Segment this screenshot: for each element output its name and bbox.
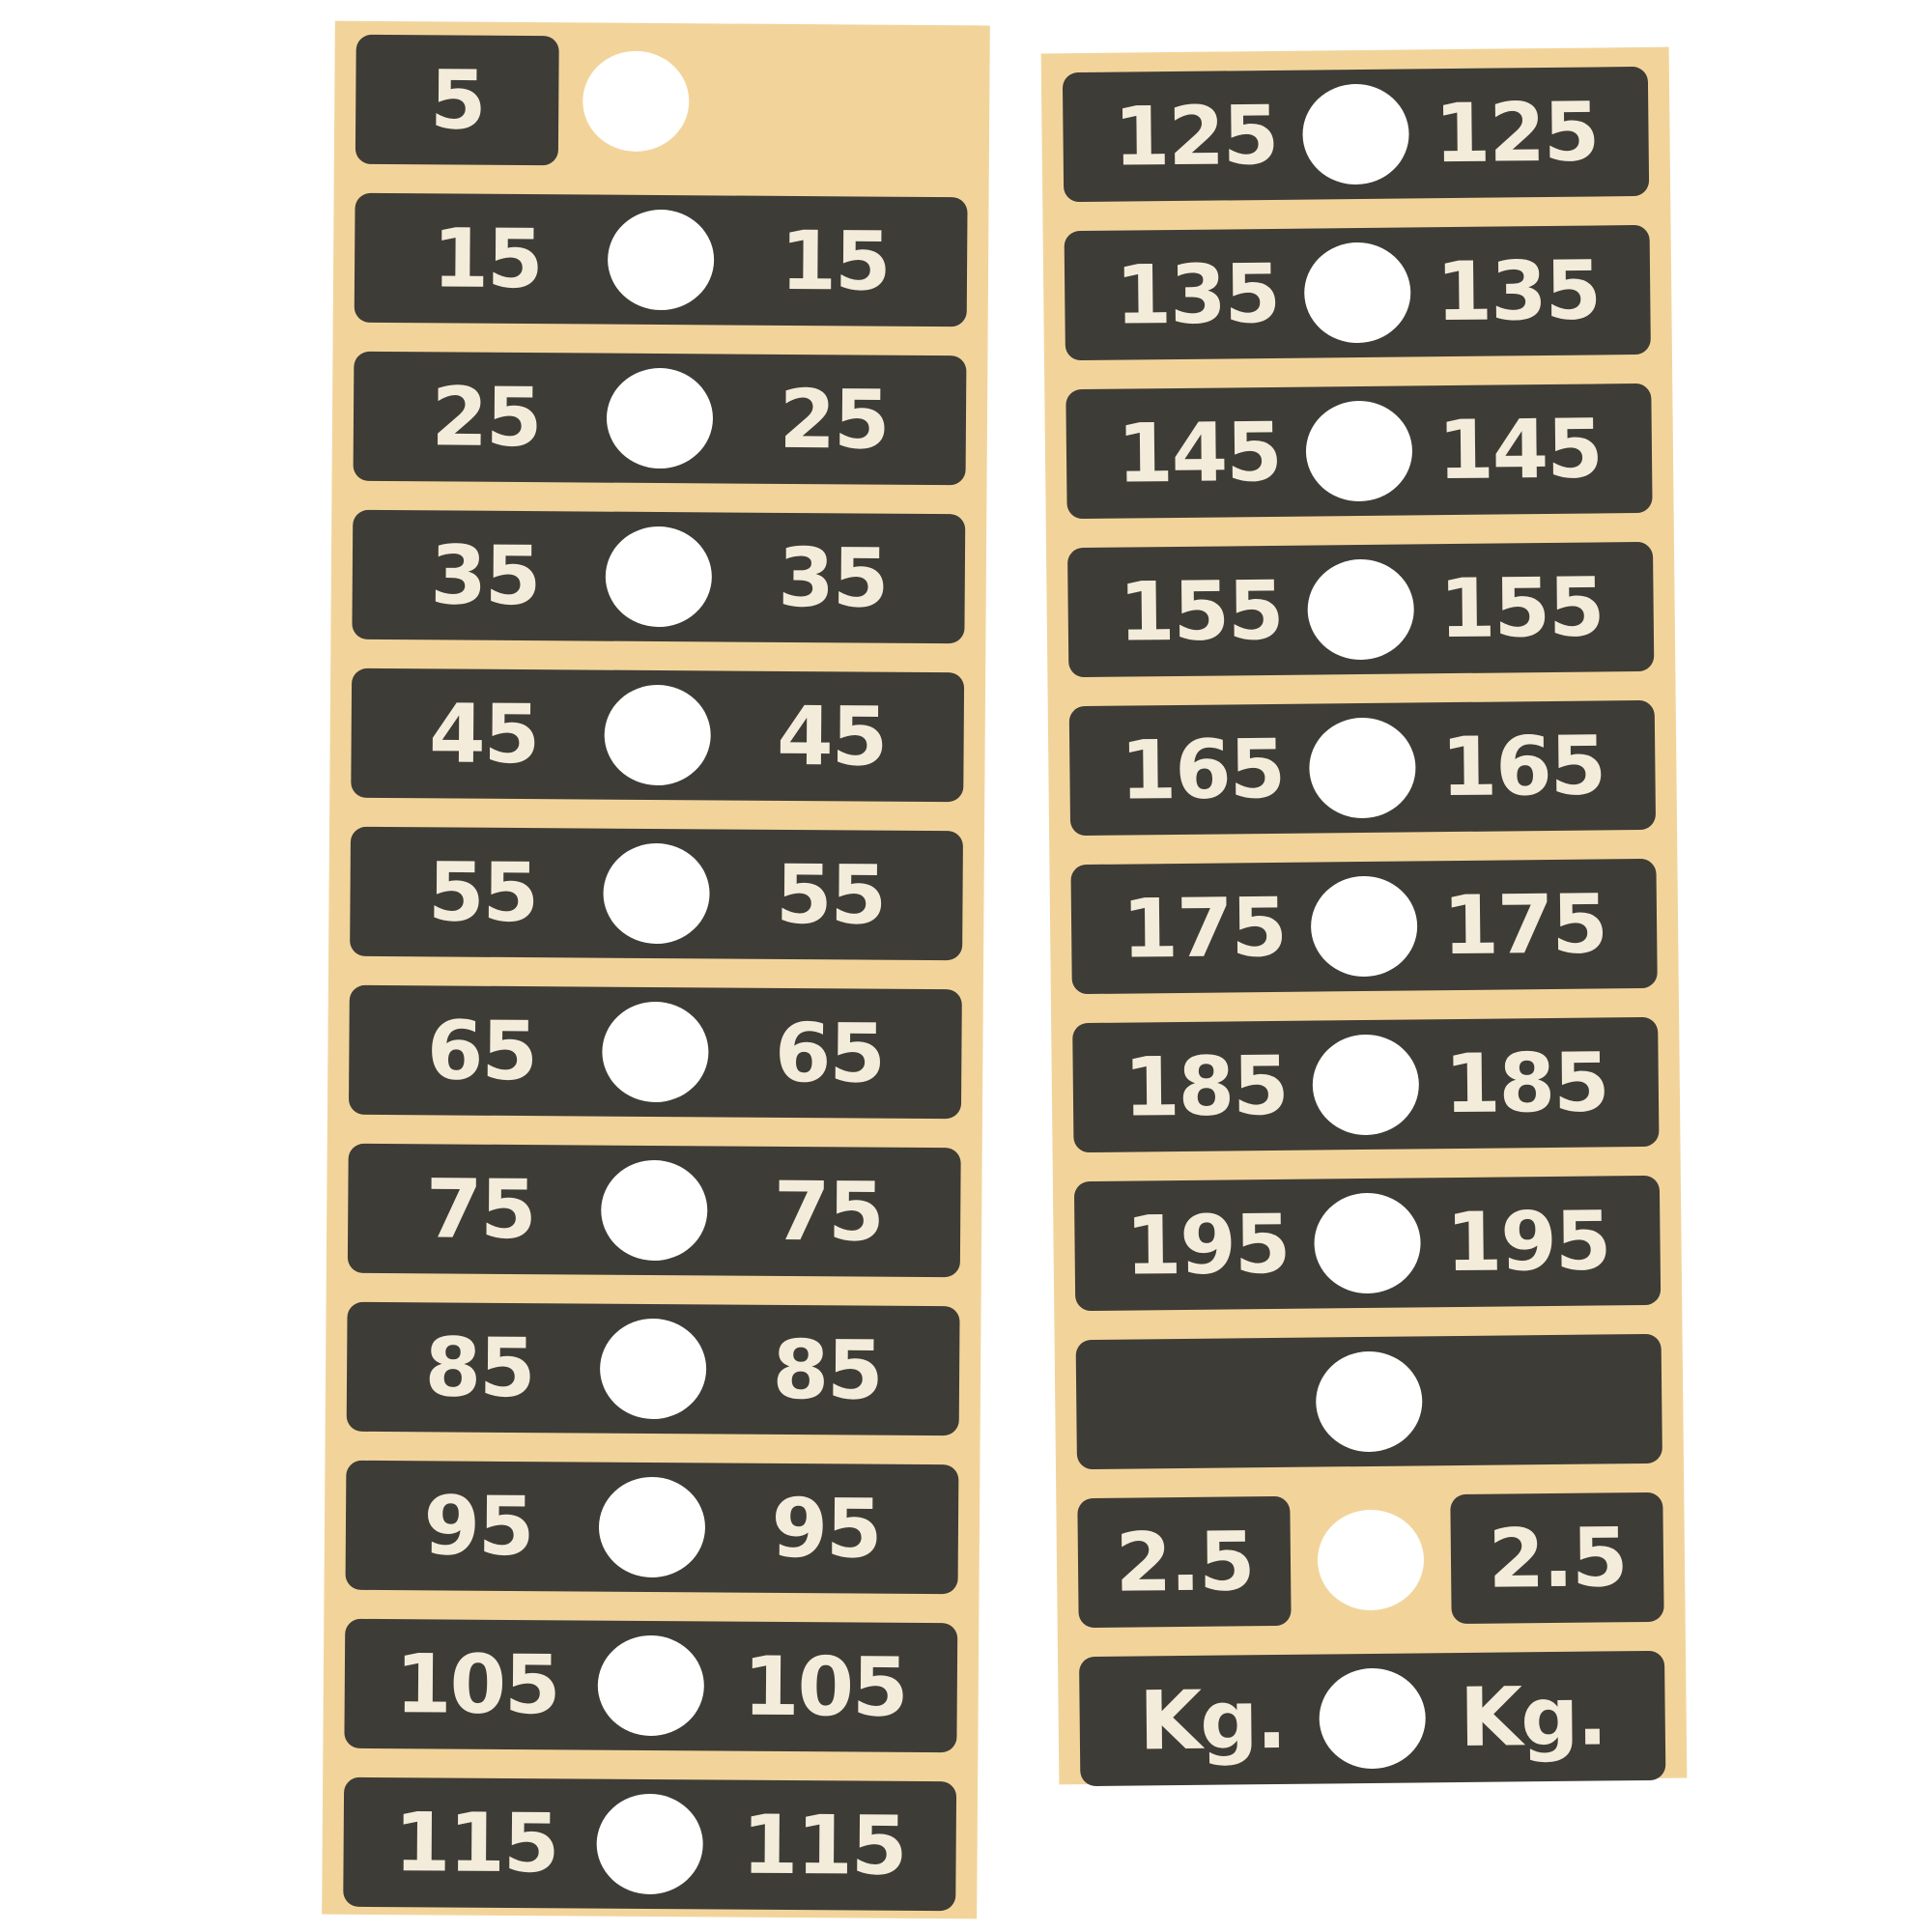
weight-label: 165 165	[1068, 699, 1657, 837]
weight-label: 195 195	[1073, 1175, 1662, 1312]
weight-label: 45 45	[351, 668, 965, 803]
mounting-hole	[597, 1634, 705, 1737]
mounting-hole	[1308, 717, 1416, 819]
weight-value-right: 55	[775, 846, 886, 943]
weight-value-left: 95	[423, 1478, 533, 1575]
weight-value-right: 165	[1440, 718, 1605, 815]
weight-label: 35 35	[352, 509, 966, 644]
left-sticker-sheet: 5 15 15 25 25 35 35 45 45 55 55 65 65 75 75 85 85 95 95 105…	[322, 20, 990, 1919]
mounting-hole	[599, 1318, 707, 1420]
mounting-hole	[600, 1159, 708, 1262]
weight-value-left: 185	[1122, 1037, 1289, 1135]
weight-value-right: 25	[779, 371, 889, 468]
weight-label: 65 65	[348, 984, 962, 1120]
weight-value-left: 115	[393, 1795, 558, 1891]
weight-value-left: 15	[432, 211, 542, 307]
weight-value-right: 85	[772, 1321, 882, 1418]
weight-label: 95 95	[345, 1460, 959, 1595]
mounting-hole	[606, 367, 714, 469]
weight-label: 185 185	[1072, 1016, 1660, 1153]
weight-value-left: 65	[426, 1003, 537, 1099]
weight-value-left: 25	[431, 369, 541, 466]
label-part: 2.5	[1450, 1492, 1664, 1625]
weight-value-right: 65	[774, 1005, 885, 1101]
weight-value-left: 125	[1113, 87, 1278, 185]
weight-value-right: 45	[776, 688, 887, 784]
mounting-hole	[1319, 1667, 1427, 1770]
mounting-hole	[1303, 242, 1411, 344]
weight-value-right: 185	[1443, 1035, 1609, 1132]
weight-value-left: 135	[1115, 245, 1280, 343]
weight-label: 155 155	[1066, 541, 1655, 678]
weight-value-left: Kg.	[1138, 1671, 1286, 1769]
weight-value-right: 155	[1438, 559, 1604, 657]
weight-value-right: 15	[780, 213, 890, 309]
weight-label: 125 125	[1062, 66, 1650, 203]
weight-value-left: 145	[1116, 404, 1282, 501]
mounting-hole	[1310, 875, 1418, 978]
weight-label	[1075, 1333, 1662, 1470]
mounting-hole	[607, 209, 715, 311]
mounting-hole	[1315, 1350, 1423, 1453]
weight-label: 2.5 2.5	[1077, 1492, 1664, 1629]
weight-value-right: 2.5	[1488, 1510, 1627, 1606]
mounting-hole	[602, 1001, 709, 1103]
weight-value-left: 175	[1121, 879, 1287, 977]
weight-label: 55 55	[350, 826, 964, 961]
weight-value-right: 175	[1441, 876, 1607, 974]
weight-value-left: 85	[424, 1320, 534, 1416]
weight-label: 135 135	[1064, 224, 1651, 361]
weight-value-left: 155	[1118, 562, 1283, 660]
weight-value-right: 95	[771, 1480, 881, 1577]
label-part: 2.5	[1077, 1495, 1292, 1629]
weight-value-left: 55	[427, 844, 538, 941]
mounting-hole	[582, 50, 690, 153]
mounting-hole	[604, 684, 712, 786]
mounting-hole	[1301, 83, 1410, 185]
weight-value-right: Kg.	[1459, 1668, 1606, 1766]
mounting-hole	[598, 1476, 706, 1578]
weight-label: 5	[355, 34, 690, 166]
weight-label: 85 85	[346, 1301, 960, 1436]
mounting-hole	[603, 842, 710, 945]
weight-value-left: 195	[1124, 1196, 1290, 1293]
right-sticker-sheet: 125 125 135 135 145 145 155 155 165 165 175 175 185 1…	[1040, 46, 1688, 1787]
weight-value-right	[1437, 1399, 1621, 1401]
weight-value-left: 2.5	[1115, 1514, 1254, 1610]
weight-value-left: 45	[428, 686, 539, 782]
weight-value-right: 115	[741, 1797, 906, 1893]
weight-value-left: 75	[425, 1161, 536, 1258]
weight-value-right: 75	[773, 1163, 884, 1260]
weight-value-right: 135	[1435, 242, 1601, 340]
weight-value-right: 145	[1436, 401, 1603, 498]
weight-label: 105 105	[344, 1618, 958, 1753]
weight-value-right: 195	[1445, 1193, 1610, 1291]
weight-value-left: 165	[1120, 721, 1285, 818]
mounting-hole	[1305, 400, 1413, 502]
weight-value-left: 5	[429, 52, 485, 148]
weight-value-left	[1117, 1403, 1300, 1405]
mounting-hole	[1314, 1192, 1422, 1294]
mounting-hole	[1317, 1509, 1425, 1611]
mounting-hole	[596, 1793, 704, 1895]
weight-label: 75 75	[347, 1143, 961, 1278]
weight-value-right: 35	[778, 529, 888, 626]
weight-value-left: 105	[394, 1636, 559, 1733]
weight-value-left: 35	[430, 527, 540, 624]
weight-label: 175 175	[1070, 858, 1658, 995]
mounting-hole	[1312, 1034, 1420, 1136]
mounting-hole	[1307, 558, 1415, 661]
weight-label: Kg. Kg.	[1079, 1650, 1666, 1787]
weight-label: 25 25	[353, 351, 967, 486]
weight-label: 15 15	[354, 192, 968, 327]
weight-label: 115 115	[343, 1776, 957, 1912]
mounting-hole	[605, 526, 713, 628]
weight-value-right: 105	[742, 1638, 907, 1735]
weight-label: 145 145	[1065, 383, 1653, 520]
weight-value-right: 125	[1434, 84, 1599, 182]
